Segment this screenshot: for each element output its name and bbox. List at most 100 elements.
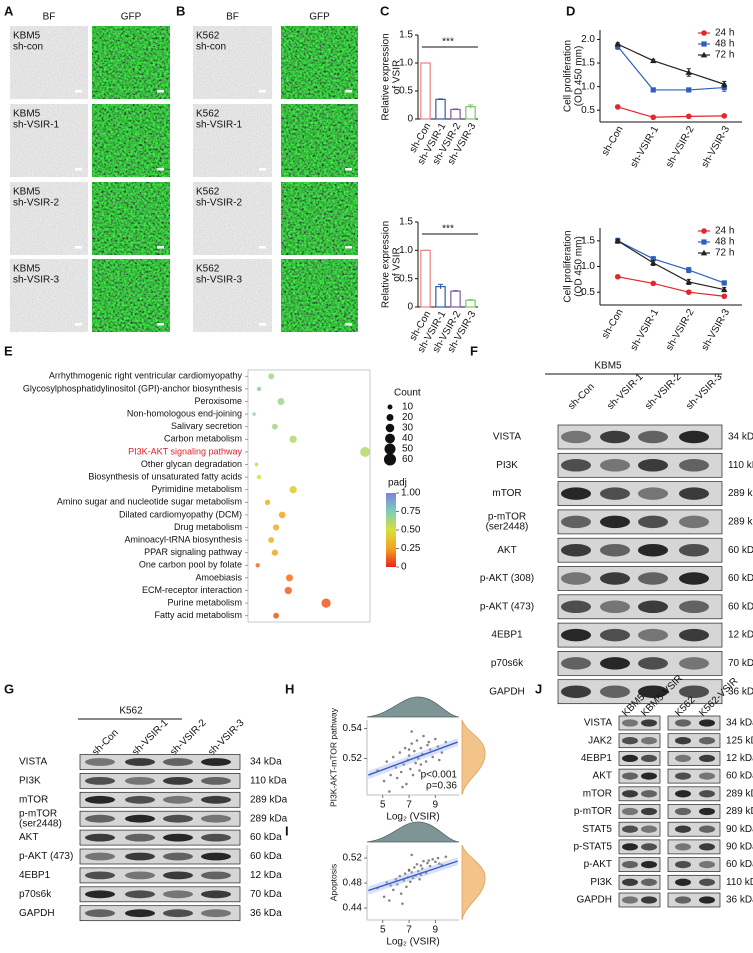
gfp-image bbox=[92, 26, 170, 99]
point bbox=[401, 902, 404, 905]
scale-bar bbox=[157, 246, 164, 249]
size-label: 34 kDa bbox=[726, 718, 753, 729]
blot-band bbox=[561, 628, 591, 642]
point bbox=[410, 730, 413, 733]
marker bbox=[701, 239, 707, 245]
y-tick-label: 1.0 bbox=[581, 81, 595, 92]
panel-label: G bbox=[4, 681, 14, 696]
blot-band bbox=[125, 814, 155, 823]
blot-band bbox=[679, 628, 709, 642]
bar bbox=[420, 249, 431, 308]
blot-band bbox=[641, 896, 657, 904]
blot-band bbox=[679, 459, 709, 472]
protein-label: p-AKT (473) bbox=[19, 851, 73, 862]
scale-bar bbox=[345, 323, 352, 326]
size-legend-dot bbox=[383, 453, 397, 466]
blot-band bbox=[201, 909, 231, 918]
size-legend-dot bbox=[385, 433, 395, 444]
category-label: Aminoacyl-tRNA biosynthesis bbox=[124, 534, 242, 544]
marker bbox=[650, 114, 657, 121]
blot-strip bbox=[79, 810, 241, 827]
blot-band bbox=[675, 790, 691, 798]
scale-bar bbox=[345, 90, 352, 93]
category-label: Pyrimidine metabolism bbox=[151, 484, 242, 494]
blot-strip bbox=[79, 829, 241, 846]
panel-label: I bbox=[285, 823, 289, 838]
gfp-image bbox=[281, 182, 358, 255]
marker bbox=[701, 30, 707, 36]
point bbox=[419, 746, 423, 750]
point bbox=[411, 876, 415, 880]
blot-band bbox=[600, 628, 630, 642]
blot-band bbox=[125, 758, 155, 766]
protein-label: PI3K bbox=[19, 776, 41, 787]
blot-band bbox=[638, 657, 668, 670]
scale-bar bbox=[259, 90, 266, 93]
blot-band bbox=[699, 772, 715, 780]
marker bbox=[685, 278, 692, 285]
marker bbox=[700, 51, 708, 58]
point bbox=[410, 742, 413, 745]
blot-band bbox=[699, 860, 715, 869]
size-legend-dot bbox=[387, 404, 393, 410]
point bbox=[395, 882, 399, 886]
size-legend-label: 10 bbox=[402, 402, 414, 413]
protein-label: PI3K bbox=[590, 877, 612, 888]
x-axis-label: Log₂ (VSIR) bbox=[386, 812, 439, 823]
blot-band bbox=[638, 572, 668, 585]
blot-band bbox=[679, 685, 709, 698]
x-axis-label: Log₂ (VSIR) bbox=[386, 937, 439, 948]
size-legend-dot bbox=[386, 414, 394, 421]
protein-label: p-AKT bbox=[584, 859, 612, 870]
blot-band bbox=[679, 515, 709, 529]
point bbox=[437, 862, 441, 865]
blot-band bbox=[561, 430, 591, 444]
category-label: Other glycan degradation bbox=[141, 459, 242, 469]
bar bbox=[465, 299, 476, 308]
sample-label: sh-VSIR-1 bbox=[196, 120, 243, 131]
blot-band bbox=[638, 600, 668, 614]
blot-band bbox=[675, 772, 691, 780]
series-line bbox=[617, 46, 725, 91]
scale-bar bbox=[345, 246, 352, 249]
dot bbox=[289, 486, 297, 494]
size-label: 125 kDa bbox=[726, 735, 753, 746]
blot-band bbox=[641, 737, 657, 745]
blot-band bbox=[600, 572, 630, 585]
dot bbox=[271, 549, 278, 556]
bf-image bbox=[9, 25, 89, 100]
y-axis-label: (OD 450 mm) bbox=[574, 236, 585, 297]
dot bbox=[268, 373, 275, 380]
blot-band bbox=[679, 430, 709, 444]
blot-band bbox=[201, 871, 231, 880]
blot-band bbox=[85, 758, 115, 766]
size-label: 90 kDa bbox=[726, 824, 753, 835]
y-axis-label: of VSIR bbox=[392, 60, 403, 94]
bar bbox=[420, 62, 431, 120]
blot-band bbox=[85, 890, 115, 899]
x-tick-label: 9 bbox=[433, 800, 439, 811]
blot-band bbox=[600, 685, 630, 698]
point bbox=[399, 770, 403, 774]
size-label: 12 kDa bbox=[250, 870, 282, 881]
highlighted-category: PI3K-AKT signaling pathway bbox=[128, 446, 242, 456]
point bbox=[403, 746, 407, 750]
series-line bbox=[617, 43, 725, 85]
point bbox=[402, 879, 406, 882]
gfp-image bbox=[281, 104, 358, 177]
x-tick-label: 7 bbox=[406, 800, 412, 811]
blot-band bbox=[675, 719, 691, 727]
marker bbox=[701, 41, 707, 47]
blot-band bbox=[163, 814, 193, 823]
protein-label: PI3K bbox=[496, 460, 518, 471]
category-label: Glycosylphosphatidylinositol (GPI)-ancho… bbox=[23, 383, 243, 393]
blot-band bbox=[201, 777, 231, 785]
sample-label: K562 bbox=[196, 109, 220, 120]
blot-band bbox=[699, 719, 715, 727]
blot-band bbox=[201, 852, 231, 861]
protein-label: (ser2448) bbox=[19, 818, 62, 829]
size-label: 34 kDa bbox=[728, 432, 753, 443]
protein-label: VISTA bbox=[493, 432, 521, 443]
dot bbox=[272, 524, 280, 531]
